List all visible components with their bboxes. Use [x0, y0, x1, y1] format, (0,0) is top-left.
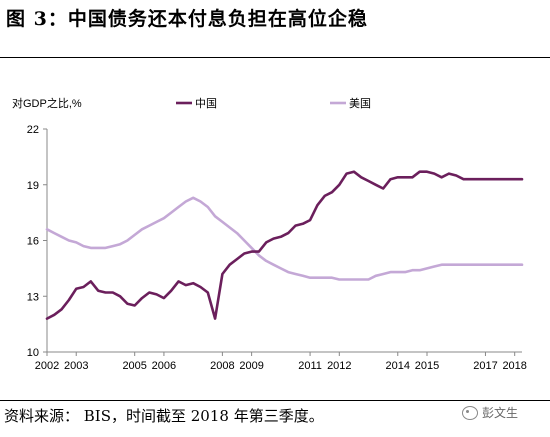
y-tick-label: 10 — [27, 347, 39, 359]
wechat-icon — [462, 405, 478, 420]
y-tick-label: 22 — [27, 124, 39, 136]
x-tick-label: 2014 — [386, 360, 410, 372]
x-tick-label: 2012 — [327, 360, 351, 372]
bottom-divider — [0, 400, 550, 401]
x-tick-label: 2006 — [152, 360, 176, 372]
series-line-us — [45, 196, 524, 281]
watermark: 彭文生 — [462, 404, 518, 421]
line-chart: 对GDP之比,% 10 13 16 19 22 2002 2003 2005 2006 2008 20… — [12, 96, 527, 372]
legend-label-us: 美国 — [349, 97, 371, 110]
source-note: 资料来源： BIS，时间截至 2018 年第三季度。 — [4, 407, 324, 425]
x-tick-label: 2015 — [415, 360, 439, 372]
x-tick-label: 2002 — [35, 360, 59, 372]
top-divider — [0, 57, 550, 58]
series-line-china — [45, 170, 524, 320]
chart-title: 图 3：中国债务还本付息负担在高位企稳 — [6, 8, 368, 30]
x-tick-label: 2005 — [122, 360, 146, 372]
x-tick-label: 2003 — [64, 360, 88, 372]
x-tick-label: 2008 — [210, 360, 234, 372]
x-tick-label: 2018 — [502, 360, 526, 372]
y-tick-label: 16 — [27, 236, 39, 248]
legend-label-china: 中国 — [195, 97, 217, 110]
watermark-label: 彭文生 — [482, 406, 519, 420]
y-tick-label: 13 — [27, 291, 39, 303]
x-tick-label: 2017 — [473, 360, 497, 372]
y-axis-unit-label: 对GDP之比,% — [12, 96, 82, 110]
y-tick-label: 19 — [27, 180, 39, 192]
x-tick-label: 2009 — [239, 360, 263, 372]
x-tick-label: 2011 — [298, 360, 322, 372]
